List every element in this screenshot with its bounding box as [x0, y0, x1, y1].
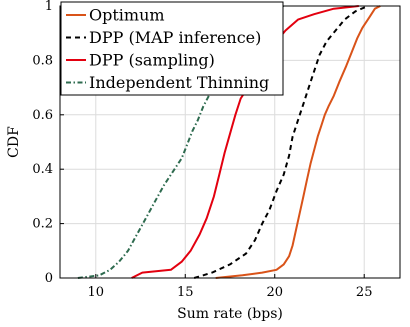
y-tick-label: 0.8: [32, 53, 53, 68]
series-line-optimum: [215, 5, 381, 279]
legend-entry-label: DPP (sampling): [89, 51, 215, 70]
legend-entry-label: DPP (MAP inference): [89, 28, 261, 47]
x-tick-label: 25: [356, 285, 373, 300]
y-tick-label: 0: [45, 271, 53, 286]
series-line-dpp-sampling: [131, 5, 359, 279]
legend-entry-label: Independent Thinning: [89, 73, 269, 92]
x-ticks: 10 15 20 25: [88, 274, 373, 300]
x-tick-label: 20: [266, 285, 283, 300]
y-axis-label: CDF: [6, 126, 22, 158]
x-tick-label: 10: [88, 285, 105, 300]
legend-entry-label: Optimum: [89, 6, 165, 25]
series-line-dpp-map-inference: [193, 5, 369, 279]
legend: Optimum DPP (MAP inference) DPP (sampling)…: [60, 1, 284, 96]
y-tick-label: 0.6: [32, 108, 53, 123]
y-ticks: 0 0.2 0.4 0.6 0.8 1: [32, 0, 64, 286]
y-tick-label: 0.2: [32, 217, 53, 232]
x-tick-label: 15: [177, 285, 194, 300]
series-lines: [77, 5, 381, 279]
y-tick-label: 1: [45, 0, 53, 14]
legend-box: [60, 1, 284, 96]
y-tick-label: 0.4: [32, 162, 53, 177]
x-axis-label: Sum rate (bps): [177, 306, 283, 322]
